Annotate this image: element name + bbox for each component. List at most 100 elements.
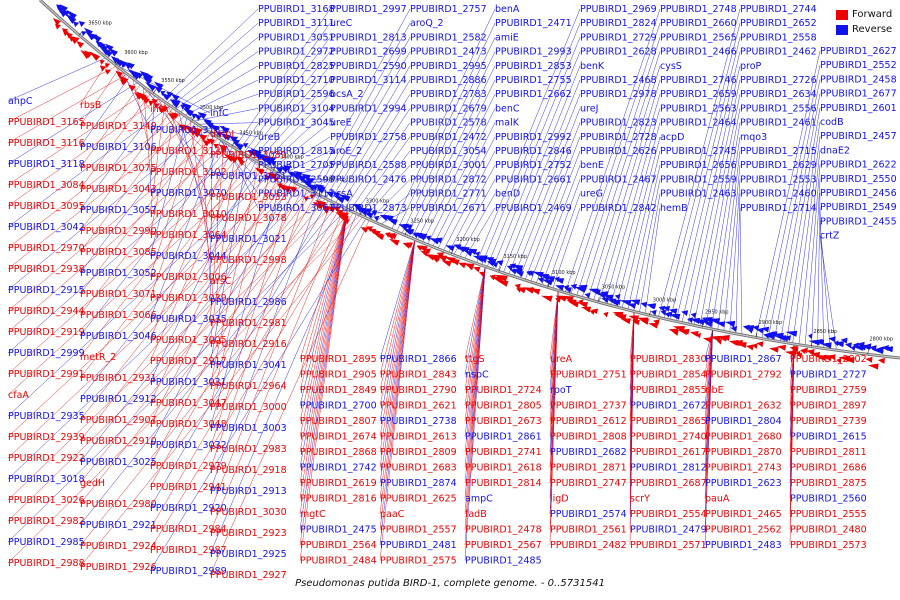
legend-reverse: Reverse	[836, 22, 892, 37]
gene-label-reverse: PPUBIRD1_3117	[258, 189, 335, 200]
kbp-tick-label: 3050 kbp	[602, 285, 626, 291]
gene-label-forward: gedH	[80, 478, 105, 489]
connector-line	[299, 209, 348, 375]
gene-label-reverse: PPUBIRD1_2574	[550, 509, 627, 520]
gene-label-forward: PPUBIRD1_2741	[465, 447, 542, 458]
forward-gene-feature	[769, 346, 779, 353]
connector-line	[79, 179, 289, 442]
gene-label-forward: PPUBIRD1_2922	[8, 453, 85, 464]
reverse-gene-feature	[184, 108, 194, 117]
kbp-tick-label: 3200 kbp	[456, 237, 480, 243]
connector-line	[149, 174, 281, 425]
gene-label-reverse: PPUBIRD1_3031	[150, 377, 227, 388]
gene-label-forward: PPUBIRD1_3149	[80, 121, 157, 132]
gene-feature-track	[52, 4, 894, 370]
connector-line	[379, 239, 416, 375]
gene-label-reverse: PPUBIRD1_2461	[740, 118, 817, 129]
connector-line	[299, 209, 348, 360]
connector-line	[299, 209, 348, 484]
forward-gene-feature	[303, 196, 309, 202]
forward-gene-feature	[745, 344, 754, 351]
connector-line	[209, 207, 345, 534]
forward-gene-feature	[734, 342, 747, 349]
forward-gene-feature	[467, 264, 474, 271]
connector-line	[464, 266, 486, 360]
reverse-gene-feature	[91, 33, 102, 43]
forward-gene-feature	[309, 194, 315, 200]
connector-line	[79, 216, 364, 568]
forward-gene-feature	[803, 347, 808, 354]
forward-gene-feature	[89, 51, 101, 61]
connector-line	[7, 208, 348, 543]
reverse-gene-feature	[362, 210, 369, 217]
reverse-gene-feature	[564, 287, 572, 294]
connector-line	[464, 266, 486, 561]
connector-line	[458, 193, 496, 258]
forward-gene-feature	[528, 287, 534, 293]
forward-gene-feature	[405, 242, 413, 248]
forward-gene-feature	[105, 63, 111, 69]
reverse-gene-feature	[57, 8, 68, 18]
forward-gene-feature	[867, 363, 879, 370]
kbp-tick-label: 3650 kbp	[88, 21, 112, 27]
gene-label-reverse: PPUBIRD1_2842	[580, 203, 657, 214]
gene-label-forward: PPUBIRD1_2854	[630, 370, 707, 381]
gene-label-reverse: PPUBIRD1_2705	[258, 160, 335, 171]
reverse-gene-feature	[681, 310, 689, 317]
gene-label-forward: PPUBIRD1_2480	[790, 525, 867, 536]
gene-label-forward: PPUBIRD1_3043	[80, 184, 157, 195]
kbp-tick-label: 3000 kbp	[653, 298, 677, 304]
forward-gene-feature	[756, 341, 764, 348]
gene-label-forward: PPUBIRD1_3089	[210, 150, 287, 161]
connector-line	[149, 132, 210, 299]
connector-line	[448, 165, 496, 254]
connector-line	[79, 151, 242, 358]
reverse-gene-feature	[840, 337, 848, 344]
connector-line	[476, 8, 581, 264]
connector-line	[502, 79, 581, 273]
gene-label-forward: PPUBIRD1_2618	[465, 463, 542, 474]
reverse-gene-feature	[183, 105, 191, 112]
gene-label-reverse: PPUBIRD1_2475	[300, 525, 377, 536]
connector-line	[564, 8, 661, 293]
gene-label-reverse: PPUBIRD1_3001	[410, 160, 487, 171]
connector-line	[610, 122, 661, 306]
forward-gene-feature	[213, 143, 219, 149]
connector-line	[492, 51, 581, 270]
reverse-gene-feature	[208, 123, 220, 133]
gene-label-forward: PPUBIRD1_2923	[210, 528, 287, 539]
connector-line	[299, 209, 348, 530]
gene-label-reverse: PPUBIRD1_3106	[80, 142, 157, 153]
gene-label-reverse: benA	[495, 4, 520, 15]
reverse-gene-feature	[170, 93, 180, 102]
legend: Forward Reverse	[836, 7, 892, 37]
gene-label-reverse: PPUBIRD1_2738	[380, 416, 457, 427]
gene-label-reverse: PPUBIRD1_2661	[495, 174, 572, 185]
gene-label-forward: PPUBIRD1_2686	[790, 463, 867, 474]
forward-gene-feature	[151, 98, 158, 105]
connector-line	[687, 79, 741, 325]
gene-label-reverse: PPUBIRD1_2652	[740, 18, 817, 29]
reverse-gene-feature	[161, 92, 171, 101]
reverse-gene-feature	[364, 208, 373, 215]
gene-label-reverse: PPUBIRD1_2997	[330, 4, 407, 15]
gene-label-forward: PPUBIRD1_2870	[705, 447, 782, 458]
forward-gene-feature	[333, 206, 341, 213]
connector-line	[598, 94, 661, 303]
connector-line	[79, 122, 196, 274]
connector-line	[149, 199, 329, 509]
forward-gene-feature	[73, 36, 80, 43]
kbp-tick	[152, 89, 157, 94]
gene-label-forward: PPUBIRD1_2751	[550, 370, 627, 381]
connector-line	[7, 128, 205, 291]
connector-line	[201, 126, 259, 138]
gene-label-reverse: PPUBIRD1_2471	[495, 18, 572, 29]
gene-label-reverse: PPUBIRD1_2593	[258, 174, 335, 185]
gene-label-forward: PPUBIRD1_2939	[8, 432, 85, 443]
connector-line	[644, 207, 661, 315]
gene-label-reverse: PPUBIRD1_2481	[380, 540, 457, 551]
gene-label-reverse: codB	[820, 117, 844, 128]
reverse-gene-feature	[59, 4, 68, 13]
gene-label-forward: PPUBIRD1_2941	[150, 482, 227, 493]
forward-gene-feature	[148, 100, 155, 106]
